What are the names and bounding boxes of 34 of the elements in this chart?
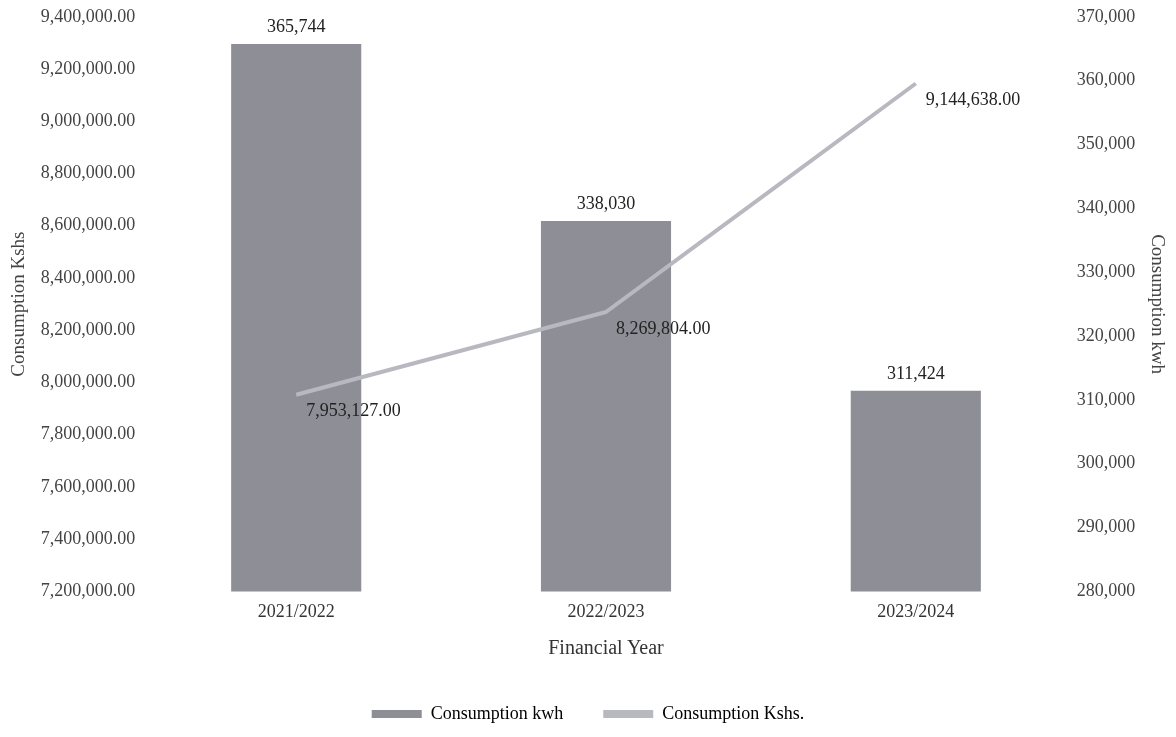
y-tick-label: 7,400,000.00 <box>40 527 136 548</box>
data-label: 311,424 <box>886 362 945 383</box>
y-tick-label: 8,400,000.00 <box>40 266 136 287</box>
y2-tick-label: 330,000 <box>1076 260 1136 281</box>
y-tick-label: 8,200,000.00 <box>40 318 136 339</box>
y-tick-label: 7,800,000.00 <box>40 423 136 444</box>
y2-tick-label: 340,000 <box>1076 197 1136 218</box>
y2-axis-title: Consumption kwh <box>1147 234 1169 375</box>
y2-tick-label: 290,000 <box>1076 516 1136 537</box>
legend-label: Consumption kwh <box>430 702 564 723</box>
data-label: 338,030 <box>576 192 636 213</box>
data-label: 9,144,638.00 <box>925 89 1021 110</box>
y2-tick-label: 310,000 <box>1076 388 1136 409</box>
data-label: 365,744 <box>266 15 326 36</box>
x-tick-label: 2023/2024 <box>877 600 955 621</box>
y2-tick-label: 300,000 <box>1076 452 1136 473</box>
y-tick-label: 8,600,000.00 <box>40 214 136 235</box>
y-tick-label: 8,800,000.00 <box>40 162 136 183</box>
y-axis-title: Consumption Kshs <box>7 231 29 377</box>
y2-tick-label: 370,000 <box>1076 5 1136 26</box>
y2-tick-label: 280,000 <box>1076 580 1136 601</box>
x-tick-label: 2021/2022 <box>257 600 335 621</box>
y-tick-label: 8,000,000.00 <box>40 371 136 392</box>
y-tick-label: 9,000,000.00 <box>40 110 136 131</box>
y-tick-label: 7,600,000.00 <box>40 475 136 496</box>
y2-tick-label: 320,000 <box>1076 324 1136 345</box>
y-tick-label: 7,200,000.00 <box>40 580 136 601</box>
y-tick-label: 9,400,000.00 <box>40 5 136 26</box>
y-tick-label: 9,200,000.00 <box>40 57 136 78</box>
y2-tick-label: 350,000 <box>1076 133 1136 154</box>
x-axis-title: Financial Year <box>548 636 665 659</box>
x-tick-label: 2022/2023 <box>567 600 645 621</box>
y2-tick-label: 360,000 <box>1076 69 1136 90</box>
legend-label: Consumption Kshs. <box>662 702 805 723</box>
